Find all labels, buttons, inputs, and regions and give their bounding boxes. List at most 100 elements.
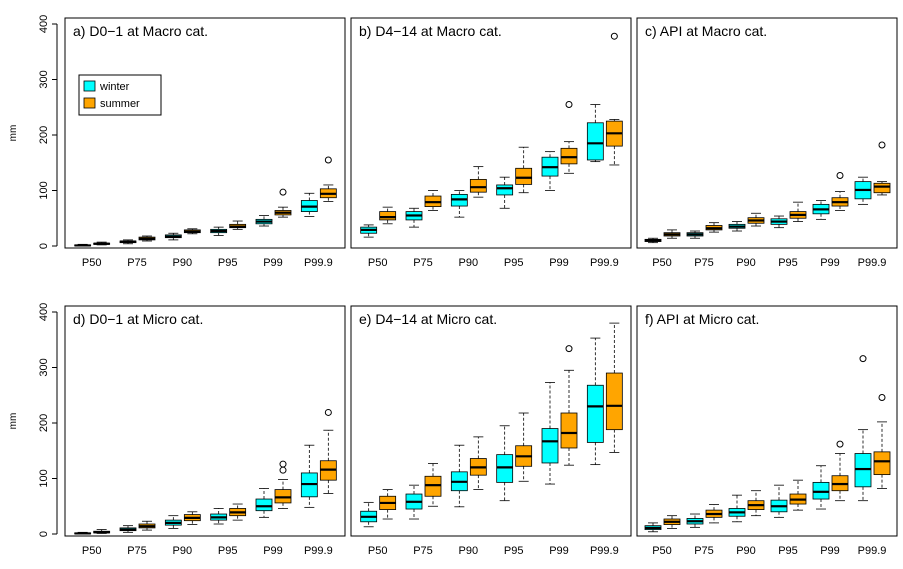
winter-box-P50 bbox=[360, 224, 378, 238]
summer-box-P75 bbox=[138, 235, 156, 242]
winter-box-P95 bbox=[496, 425, 514, 502]
summer-box-P99 bbox=[274, 188, 292, 218]
iqr-box bbox=[812, 481, 830, 500]
panel-title: b) D4−14 at Macro cat. bbox=[359, 23, 502, 39]
iqr-box bbox=[560, 412, 578, 449]
panel-title: d) D0−1 at Micro cat. bbox=[73, 311, 203, 327]
summer-box-P75 bbox=[705, 504, 723, 524]
winter-box-P50 bbox=[74, 531, 92, 535]
summer-box-P99.9 bbox=[873, 141, 891, 196]
iqr-box bbox=[586, 384, 604, 443]
summer-box-P95 bbox=[515, 412, 533, 482]
summer-box-P95 bbox=[515, 146, 533, 194]
summer-box-P50 bbox=[93, 529, 111, 534]
summer-box-P90 bbox=[469, 166, 487, 198]
summer-box-P99 bbox=[831, 172, 849, 211]
summer-box-P90 bbox=[183, 511, 201, 525]
panel-1: a) D0−1 at Macro cat. 0 100 200 300 400 mm P50 P… bbox=[8, 15, 346, 269]
winter-box-P75 bbox=[119, 239, 137, 245]
winter-box-P75 bbox=[686, 513, 704, 528]
panel-frame bbox=[64, 17, 346, 249]
legend-swatch-summer bbox=[83, 97, 96, 109]
x-tick-label: P99 bbox=[820, 257, 840, 269]
summer-box-P90 bbox=[183, 228, 201, 235]
y-tick-label: 200 bbox=[38, 126, 50, 144]
winter-box-P99.9 bbox=[854, 176, 872, 205]
iqr-box bbox=[469, 178, 487, 193]
winter-box-P90 bbox=[164, 515, 182, 529]
outlier-point bbox=[878, 141, 886, 149]
iqr-box bbox=[586, 122, 604, 161]
outlier-point bbox=[565, 345, 573, 353]
panel-title: f) API at Micro cat. bbox=[645, 311, 759, 327]
panel-frame bbox=[636, 17, 898, 249]
winter-box-P90 bbox=[450, 190, 468, 218]
winter-box-P90 bbox=[728, 494, 746, 523]
summer-box-P99.9 bbox=[319, 156, 337, 203]
panel-frame bbox=[64, 305, 346, 537]
summer-box-P50 bbox=[93, 241, 111, 246]
x-tick-label: P99.9 bbox=[590, 257, 619, 269]
winter-box-P90 bbox=[164, 232, 182, 241]
x-tick-label: P90 bbox=[736, 257, 756, 269]
y-axis-label: mm bbox=[8, 413, 19, 430]
winter-box-P99 bbox=[541, 151, 559, 191]
x-tick-label: P99.9 bbox=[858, 257, 887, 269]
x-tick-label: P90 bbox=[173, 257, 193, 269]
panel-6: f) API at Micro cat. P50 P75 P90 P95 P99 P99.9 bbox=[636, 305, 898, 557]
winter-box-P90 bbox=[728, 221, 746, 232]
x-tick-label: P99 bbox=[820, 545, 840, 557]
x-tick-label: P90 bbox=[173, 545, 193, 557]
x-tick-label: P75 bbox=[694, 545, 714, 557]
x-tick-label: P75 bbox=[127, 257, 147, 269]
iqr-box bbox=[854, 453, 872, 488]
x-tick-label: P95 bbox=[218, 545, 238, 557]
panel-frame bbox=[350, 17, 632, 249]
winter-box-P99 bbox=[255, 215, 273, 227]
x-tick-label: P95 bbox=[218, 257, 238, 269]
outlier-point bbox=[859, 355, 867, 363]
iqr-box bbox=[255, 498, 273, 512]
winter-box-P90 bbox=[450, 444, 468, 508]
summer-box-P95 bbox=[229, 220, 247, 230]
winter-box-P50 bbox=[644, 522, 662, 533]
outlier-point bbox=[279, 460, 287, 468]
outlier-point bbox=[324, 156, 332, 164]
summer-box-P90 bbox=[469, 436, 487, 491]
panel-title: e) D4−14 at Micro cat. bbox=[359, 311, 497, 327]
x-tick-label: P75 bbox=[413, 257, 433, 269]
summer-box-P99 bbox=[274, 460, 292, 509]
summer-box-P99.9 bbox=[873, 393, 891, 489]
y-tick-label: 300 bbox=[38, 70, 50, 88]
winter-box-P99 bbox=[541, 382, 559, 485]
iqr-box bbox=[515, 167, 533, 185]
x-tick-label: P99 bbox=[549, 257, 569, 269]
y-axis-label: mm bbox=[8, 125, 19, 142]
x-tick-label: P50 bbox=[368, 257, 388, 269]
winter-box-P95 bbox=[496, 176, 514, 209]
summer-box-P99.9 bbox=[319, 408, 337, 494]
summer-box-P90 bbox=[747, 490, 765, 517]
summer-box-P75 bbox=[705, 222, 723, 233]
summer-box-P50 bbox=[663, 515, 681, 529]
summer-box-P50 bbox=[379, 206, 397, 225]
summer-box-P75 bbox=[424, 190, 442, 211]
winter-box-P75 bbox=[405, 207, 423, 228]
iqr-box bbox=[274, 489, 292, 504]
winter-box-P99 bbox=[255, 488, 273, 518]
x-tick-label: P95 bbox=[778, 257, 798, 269]
summer-box-P75 bbox=[424, 463, 442, 507]
summer-box-P99.9 bbox=[605, 322, 623, 453]
iqr-box bbox=[873, 182, 891, 194]
x-tick-label: P75 bbox=[694, 257, 714, 269]
x-tick-label: P95 bbox=[504, 545, 524, 557]
y-tick-label: 0 bbox=[38, 531, 50, 537]
x-tick-label: P99 bbox=[263, 257, 283, 269]
panel-title: a) D0−1 at Macro cat. bbox=[73, 23, 208, 39]
iqr-box bbox=[873, 451, 891, 476]
iqr-box bbox=[541, 428, 559, 464]
x-tick-label: P99.9 bbox=[304, 257, 333, 269]
x-tick-label: P99.9 bbox=[590, 545, 619, 557]
y-tick-label: 200 bbox=[38, 414, 50, 432]
